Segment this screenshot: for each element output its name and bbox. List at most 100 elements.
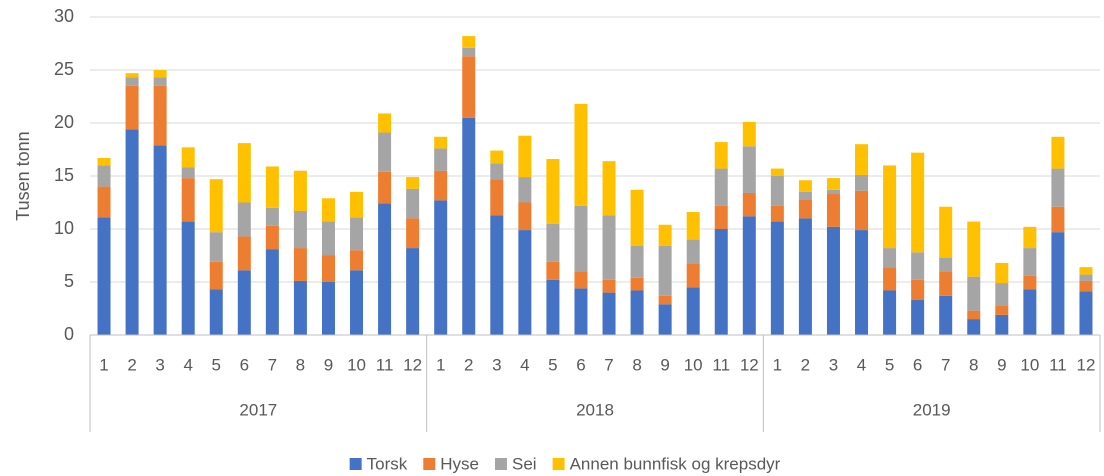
bar-segment (826, 178, 840, 190)
bar-segment (97, 186, 111, 218)
bar-segment (265, 207, 279, 226)
bar-segment (686, 287, 700, 335)
y-axis-label: Tusen tonn (13, 131, 33, 220)
x-tick-label: 7 (268, 355, 277, 374)
bar-segment (770, 221, 784, 335)
x-tick-label: 9 (997, 355, 1006, 374)
bar-segment (350, 191, 364, 218)
bar-segment (97, 157, 111, 166)
bar-segment (911, 152, 925, 253)
bar-segment (967, 221, 981, 277)
group-label: 2017 (239, 400, 277, 419)
x-tick-label: 11 (376, 355, 394, 374)
bar-segment (602, 215, 616, 280)
bar-segment (967, 319, 981, 335)
bar-segment (490, 150, 504, 164)
bar-segment (742, 121, 756, 147)
bar-segment (209, 261, 223, 290)
bar-segment (911, 252, 925, 280)
bar-segment (237, 270, 251, 335)
bar-segment (1023, 275, 1037, 290)
x-tick-label: 1 (436, 355, 445, 374)
x-tick-label: 7 (941, 355, 950, 374)
y-tick-label: 10 (54, 218, 74, 238)
x-tick-label: 5 (212, 355, 221, 374)
bar-segment (574, 103, 588, 206)
bar-segment (855, 144, 869, 175)
bar-segment (546, 159, 560, 224)
x-tick-label: 6 (913, 355, 922, 374)
bar-segment (153, 70, 167, 78)
bar-segment (434, 170, 448, 201)
bar-segment (995, 262, 1009, 284)
bar-segment (546, 223, 560, 262)
bar-segment (125, 77, 139, 86)
bar-segment (350, 270, 364, 335)
bar-segment (518, 230, 532, 335)
bar-segment (237, 202, 251, 237)
bar-segment (686, 212, 700, 240)
bar-segment (602, 292, 616, 335)
x-tick-label: 11 (1049, 355, 1067, 374)
bar-segment (714, 229, 728, 335)
x-tick-label: 9 (660, 355, 669, 374)
x-tick-label: 8 (632, 355, 641, 374)
bar-segment (378, 171, 392, 204)
x-tick-label: 10 (684, 355, 703, 374)
bar-segment (490, 179, 504, 216)
x-tick-label: 1 (99, 355, 108, 374)
x-tick-label: 3 (829, 355, 838, 374)
x-tick-label: 4 (520, 355, 529, 374)
bar-segment (883, 290, 897, 335)
x-tick-label: 10 (347, 355, 366, 374)
bar-segment (995, 283, 1009, 306)
bar-segment (490, 215, 504, 335)
bar-segment (574, 271, 588, 289)
bar-segment (967, 310, 981, 320)
legend-swatch (552, 458, 565, 470)
bar-segment (995, 305, 1009, 315)
bar-segment (406, 188, 420, 219)
bar-segment (518, 202, 532, 231)
bar-segment (967, 276, 981, 311)
y-tick-label: 25 (54, 59, 74, 79)
x-tick-label: 6 (576, 355, 585, 374)
bar-segment (293, 210, 307, 249)
bar-segment (770, 205, 784, 222)
x-tick-label: 6 (240, 355, 249, 374)
bar-segment (798, 218, 812, 335)
bar-segment (1051, 232, 1065, 335)
bar-segment (798, 191, 812, 200)
x-tick-label: 12 (403, 355, 422, 374)
bar-segment (265, 225, 279, 250)
bar-segment (181, 221, 195, 335)
legend-swatch (349, 458, 362, 470)
y-tick-label: 15 (54, 165, 74, 185)
bar-segment (518, 177, 532, 203)
bar-segment (826, 189, 840, 195)
bar-segment (939, 206, 953, 258)
bar-segment (97, 165, 111, 187)
bar-segment (350, 217, 364, 251)
x-tick-label: 2 (127, 355, 136, 374)
x-tick-label: 11 (712, 355, 730, 374)
bar-segment (209, 289, 223, 335)
bar-segment (265, 166, 279, 208)
bar-segment (686, 239, 700, 264)
y-tick-label: 20 (54, 112, 74, 132)
bar-segment (826, 226, 840, 335)
bar-segment (1023, 226, 1037, 249)
bar-segment (630, 245, 644, 278)
x-tick-label: 3 (492, 355, 501, 374)
bar-segment (742, 192, 756, 217)
bar-segment (153, 77, 167, 86)
legend-swatch (495, 458, 508, 470)
bar-segment (237, 236, 251, 271)
bar-segment (1079, 267, 1093, 275)
bar-segment (1051, 136, 1065, 169)
y-tick-label: 0 (64, 324, 74, 344)
bar-segment (1023, 248, 1037, 276)
bar-segment (658, 245, 672, 296)
bar-segment (209, 232, 223, 262)
